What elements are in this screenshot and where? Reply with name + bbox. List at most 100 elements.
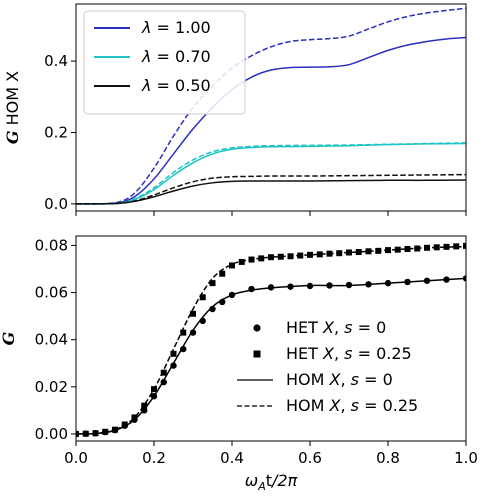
het-s025-point [121, 421, 128, 428]
line-lambda-070-dashed [76, 142, 466, 205]
het-s025-point [190, 310, 196, 317]
het-s0-point [462, 275, 466, 282]
het-s0-point [384, 279, 392, 287]
het-s025-point [160, 369, 167, 376]
het-s0-point [219, 298, 226, 306]
het-s025-point [404, 245, 411, 252]
y-tick-label: 0.02 [35, 378, 68, 396]
legend: λ = 1.00 λ = 0.70 λ = 0.50 [83, 10, 246, 115]
het-s0-point [189, 329, 197, 336]
het-s025-point [170, 350, 177, 357]
het-s025-point [385, 247, 391, 254]
het-s025-point [151, 386, 157, 393]
het-s0-point [170, 362, 177, 369]
axes-frame [75, 3, 467, 212]
het-s0-point [267, 284, 275, 291]
x-tick-label: 0.6 [298, 449, 322, 467]
panel-top: 0.0 0.2 0.4 G HOM X λ = 1.00 λ = 0.70 λ = 0.50 [3, 3, 467, 216]
het-s0-point [345, 281, 353, 289]
het-s025-point [199, 294, 206, 301]
y-axis-label: G [0, 332, 18, 346]
het-s025-point [316, 251, 323, 258]
het-s0-point [199, 317, 206, 325]
het-s0-point [443, 276, 450, 283]
series-group [76, 7, 466, 205]
legend: HET X, s = 0 HET X, s = 0.25 HOM X, s = 0 H… [237, 318, 418, 415]
het-s025-point [394, 246, 401, 253]
het-s025-point [297, 252, 304, 259]
legend-marker-circle [253, 324, 261, 332]
series-group [76, 242, 466, 438]
het-s025-point [229, 262, 235, 269]
het-s025-point [424, 244, 430, 251]
het-s025-point [76, 430, 79, 437]
het-s0-point [180, 345, 187, 353]
het-s025-point [219, 270, 226, 277]
het-s025-point [414, 245, 421, 252]
het-s025-point [375, 247, 382, 254]
het-s025-point [326, 250, 333, 257]
het-s0-point [150, 393, 158, 400]
legend-label: HET X, s = 0.25 [286, 344, 412, 363]
legend-box [83, 10, 246, 115]
legend-marker-square [253, 350, 261, 358]
legend-label: HET X, s = 0 [286, 318, 386, 337]
legend-label: HOM X, s = 0 [286, 370, 393, 389]
het-s0-point [365, 281, 372, 288]
het-s0-point [306, 282, 314, 290]
het-s025-point [102, 428, 109, 435]
y-tick-label: 0.04 [35, 331, 68, 349]
het-s025-point [307, 251, 313, 258]
x-axis-label: ωAt/2π [245, 471, 298, 493]
y-tick-label: 0.00 [35, 425, 68, 443]
het-s025-point [238, 258, 245, 265]
het-s025-point [463, 242, 466, 249]
het-s0-point [404, 278, 411, 286]
legend-label: HOM X, s = 0.25 [286, 396, 418, 415]
het-s0-point [228, 291, 236, 299]
het-s025-point [209, 280, 216, 287]
y-tick-label: 0.0 [44, 195, 68, 213]
het-s0-point [141, 407, 148, 414]
x-tick-label: 0.8 [376, 449, 400, 467]
het-s025-point [268, 254, 274, 261]
line-lambda-100-dashed [76, 7, 466, 205]
het-s0-point [287, 283, 294, 290]
het-s0-point [248, 285, 255, 293]
legend-label: λ = 0.70 [141, 47, 211, 66]
het-s025-point [82, 430, 89, 437]
x-tick-label: 0.4 [220, 449, 244, 467]
het-s025-point [277, 253, 284, 260]
line-lambda-050-dashed [76, 173, 466, 205]
het-s025-point [453, 243, 460, 250]
y-axis-label: G HOM X [3, 71, 22, 144]
legend-label: λ = 1.00 [141, 18, 211, 37]
het-s025-point [141, 402, 148, 409]
het-s025-point [180, 329, 187, 336]
y-tick-label: 0.06 [35, 284, 68, 302]
x-tick-label: 0.0 [64, 449, 88, 467]
het-s025-point [131, 414, 138, 421]
y-tick-label: 0.08 [35, 236, 68, 254]
het-s0-point [326, 282, 333, 289]
het-s025-point [346, 249, 352, 256]
axes-frame [75, 235, 467, 442]
het-s025-point [258, 255, 265, 262]
het-s025-point [336, 250, 343, 257]
legend-label: λ = 0.50 [141, 76, 211, 95]
y-tick-label: 0.2 [44, 123, 68, 141]
het-s025-point [443, 243, 450, 250]
het-s025-point [112, 426, 118, 433]
het-s0-point [209, 305, 216, 313]
het-s025-point [287, 253, 294, 260]
het-s0-point [423, 277, 431, 284]
het-s025-point [248, 256, 255, 263]
het-s025-point [355, 249, 362, 256]
line-lambda-100-solid [76, 36, 466, 205]
x-tick-label: 0.2 [142, 449, 166, 467]
het-s025-point [433, 244, 440, 251]
het-s025-point [365, 248, 372, 255]
y-tick-label: 0.4 [44, 52, 68, 70]
